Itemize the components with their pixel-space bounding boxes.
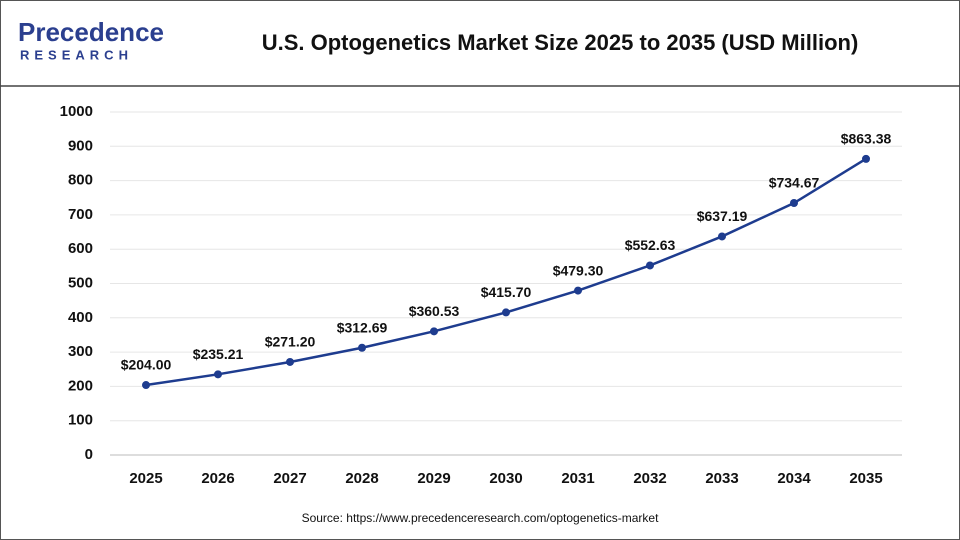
data-label: $479.30 bbox=[553, 262, 604, 278]
data-point bbox=[214, 370, 222, 379]
y-tick-label: 200 bbox=[68, 377, 93, 394]
data-point bbox=[574, 286, 582, 295]
logo-tagline: RESEARCH bbox=[20, 47, 133, 62]
chart-title: U.S. Optogenetics Market Size 2025 to 20… bbox=[262, 30, 859, 55]
data-label: $415.70 bbox=[481, 284, 532, 300]
y-tick-label: 400 bbox=[68, 309, 93, 326]
data-point bbox=[358, 343, 366, 352]
logo-name: Precedence bbox=[18, 17, 164, 47]
data-point bbox=[718, 232, 726, 241]
data-label: $271.20 bbox=[265, 334, 316, 350]
y-tick-label: 700 bbox=[68, 206, 93, 223]
y-tick-label: 500 bbox=[68, 274, 93, 291]
data-point bbox=[286, 357, 294, 366]
data-point bbox=[862, 154, 870, 163]
x-tick-label: 2035 bbox=[849, 470, 882, 487]
x-tick-label: 2033 bbox=[705, 470, 738, 487]
data-point bbox=[430, 327, 438, 336]
x-tick-label: 2034 bbox=[777, 470, 811, 487]
x-tick-label: 2030 bbox=[489, 470, 522, 487]
data-label: $360.53 bbox=[409, 303, 460, 319]
data-point bbox=[646, 261, 654, 270]
source-note: Source: https://www.precedenceresearch.c… bbox=[302, 511, 660, 525]
data-label: $204.00 bbox=[121, 357, 172, 373]
y-tick-label: 300 bbox=[68, 343, 93, 360]
x-tick-label: 2026 bbox=[201, 470, 234, 487]
x-tick-label: 2029 bbox=[417, 470, 450, 487]
x-tick-label: 2031 bbox=[561, 470, 594, 487]
data-label: $637.19 bbox=[697, 208, 748, 224]
data-label: $734.67 bbox=[769, 175, 820, 191]
x-tick-label: 2027 bbox=[273, 470, 306, 487]
y-tick-label: 900 bbox=[68, 137, 93, 154]
x-tick-label: 2028 bbox=[345, 470, 378, 487]
data-label: $312.69 bbox=[337, 319, 388, 335]
x-tick-label: 2025 bbox=[129, 470, 162, 487]
y-tick-label: 100 bbox=[68, 412, 93, 429]
data-label: $863.38 bbox=[841, 131, 892, 147]
data-label: $552.63 bbox=[625, 237, 676, 253]
y-tick-label: 800 bbox=[68, 172, 93, 189]
data-point bbox=[790, 199, 798, 208]
y-tick-label: 1000 bbox=[60, 103, 93, 120]
x-tick-label: 2032 bbox=[633, 470, 666, 487]
data-point bbox=[502, 308, 510, 317]
y-tick-label: 600 bbox=[68, 240, 93, 257]
data-point bbox=[142, 381, 150, 390]
data-label: $235.21 bbox=[193, 346, 244, 362]
y-tick-label: 0 bbox=[85, 446, 93, 463]
